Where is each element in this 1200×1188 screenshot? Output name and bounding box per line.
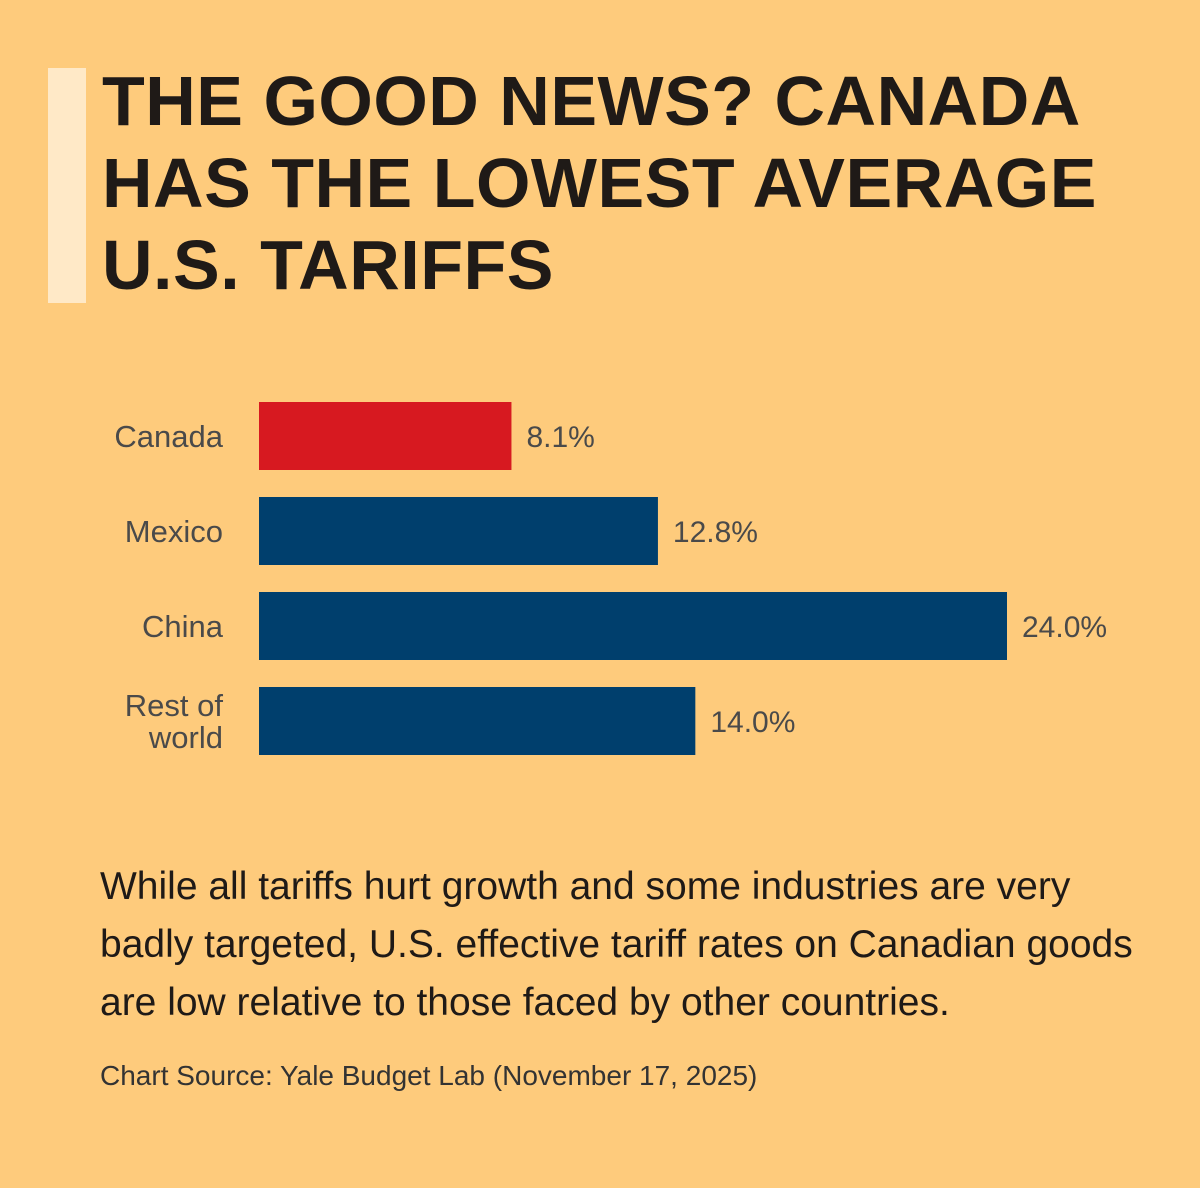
value-label: 8.1%	[526, 421, 594, 454]
headline: THE GOOD NEWS? CANADA HAS THE LOWEST AVE…	[102, 62, 1097, 304]
category-label: Canada	[114, 419, 223, 454]
chart-source: Chart Source: Yale Budget Lab (November …	[100, 1060, 758, 1091]
value-label: 12.8%	[673, 516, 758, 549]
accent-bar	[48, 68, 86, 303]
value-label: 24.0%	[1022, 611, 1107, 644]
bar-chart: 8.1% Canada 12.8% Mexico 24.0% China 14.0% Rest…	[114, 402, 1107, 755]
value-label: 14.0%	[710, 706, 795, 739]
category-label: Rest of world	[125, 688, 224, 755]
bar-3	[259, 687, 696, 755]
category-label: China	[142, 609, 224, 644]
bar-2	[259, 592, 1007, 660]
bar-1	[259, 497, 658, 565]
category-label: Mexico	[125, 514, 223, 549]
body-text: While all tariffs hurt growth and some i…	[100, 865, 1133, 1024]
bar-0	[259, 402, 512, 470]
